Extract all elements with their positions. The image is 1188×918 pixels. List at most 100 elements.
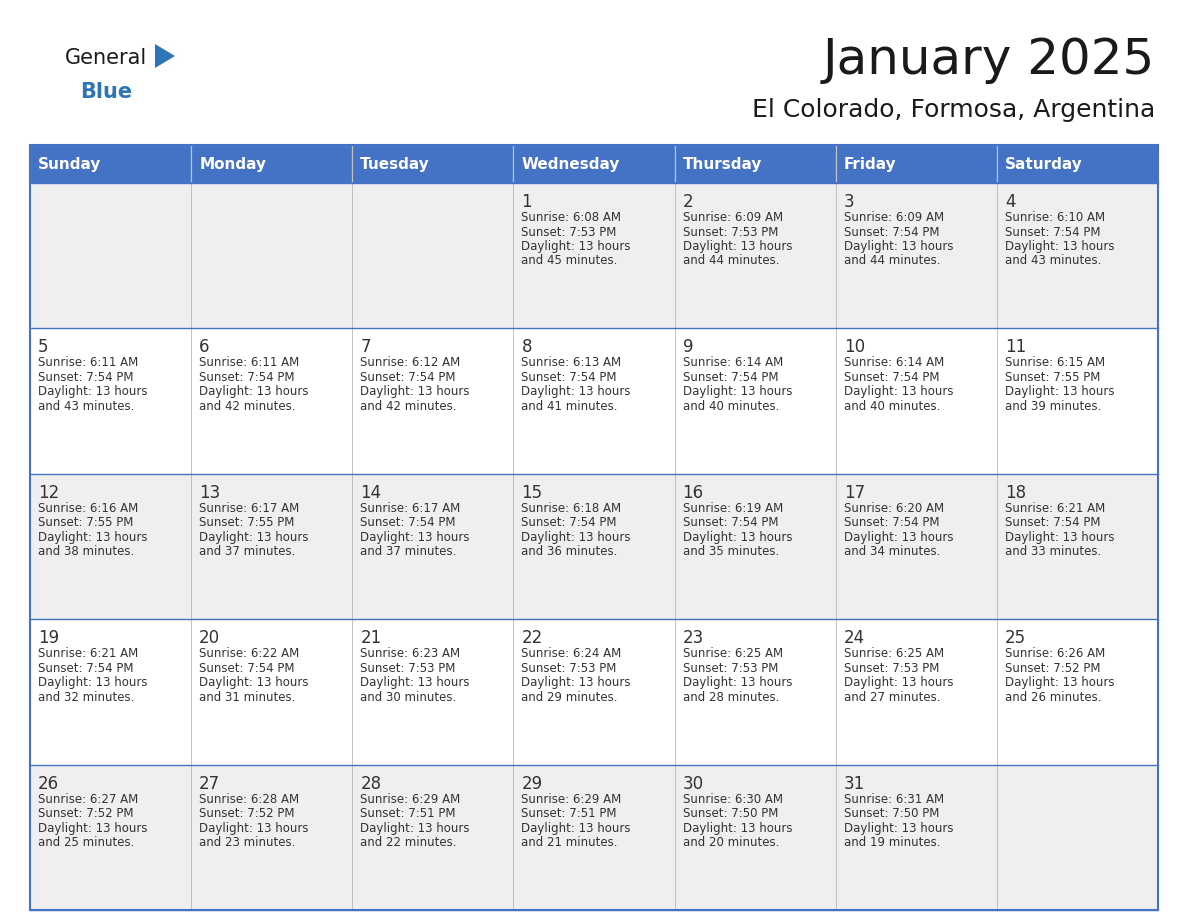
Bar: [353, 145, 513, 183]
Text: and 43 minutes.: and 43 minutes.: [1005, 254, 1101, 267]
Text: Sunrise: 6:12 AM: Sunrise: 6:12 AM: [360, 356, 461, 369]
Text: Sunday: Sunday: [38, 156, 101, 172]
Text: Monday: Monday: [200, 156, 266, 172]
Text: and 27 minutes.: and 27 minutes.: [843, 690, 940, 704]
Text: 13: 13: [200, 484, 221, 502]
Text: 4: 4: [1005, 193, 1016, 211]
Text: Daylight: 13 hours: Daylight: 13 hours: [1005, 386, 1114, 398]
Bar: [353, 183, 513, 329]
Text: Sunset: 7:55 PM: Sunset: 7:55 PM: [200, 516, 295, 530]
Text: El Colorado, Formosa, Argentina: El Colorado, Formosa, Argentina: [752, 98, 1155, 122]
Text: Daylight: 13 hours: Daylight: 13 hours: [360, 531, 469, 543]
Text: 9: 9: [683, 339, 693, 356]
Text: Daylight: 13 hours: Daylight: 13 hours: [200, 822, 309, 834]
Text: 12: 12: [38, 484, 59, 502]
Bar: [835, 620, 997, 765]
Text: 17: 17: [843, 484, 865, 502]
Text: Sunset: 7:54 PM: Sunset: 7:54 PM: [843, 516, 940, 530]
Text: and 38 minutes.: and 38 minutes.: [38, 545, 134, 558]
Text: and 30 minutes.: and 30 minutes.: [360, 690, 456, 704]
Text: Blue: Blue: [80, 82, 132, 102]
Bar: [191, 620, 353, 765]
Text: Daylight: 13 hours: Daylight: 13 hours: [683, 386, 792, 398]
Bar: [675, 183, 835, 329]
Bar: [353, 329, 513, 474]
Text: Daylight: 13 hours: Daylight: 13 hours: [38, 822, 147, 834]
Text: Sunrise: 6:26 AM: Sunrise: 6:26 AM: [1005, 647, 1105, 660]
Text: and 23 minutes.: and 23 minutes.: [200, 836, 296, 849]
Text: Daylight: 13 hours: Daylight: 13 hours: [360, 386, 469, 398]
Bar: [191, 183, 353, 329]
Text: 29: 29: [522, 775, 543, 792]
Text: Sunrise: 6:09 AM: Sunrise: 6:09 AM: [843, 211, 943, 224]
Text: Thursday: Thursday: [683, 156, 762, 172]
Text: Daylight: 13 hours: Daylight: 13 hours: [843, 822, 953, 834]
Text: Sunset: 7:54 PM: Sunset: 7:54 PM: [843, 226, 940, 239]
Text: Sunrise: 6:27 AM: Sunrise: 6:27 AM: [38, 792, 138, 806]
Text: Daylight: 13 hours: Daylight: 13 hours: [522, 386, 631, 398]
Text: Sunrise: 6:17 AM: Sunrise: 6:17 AM: [360, 502, 461, 515]
Text: Saturday: Saturday: [1005, 156, 1082, 172]
Text: and 19 minutes.: and 19 minutes.: [843, 836, 940, 849]
Bar: [675, 765, 835, 910]
Text: Sunset: 7:50 PM: Sunset: 7:50 PM: [683, 807, 778, 820]
Text: 3: 3: [843, 193, 854, 211]
Text: Sunset: 7:53 PM: Sunset: 7:53 PM: [360, 662, 456, 675]
Text: Sunrise: 6:09 AM: Sunrise: 6:09 AM: [683, 211, 783, 224]
Bar: [513, 765, 675, 910]
Bar: [353, 765, 513, 910]
Text: Sunset: 7:55 PM: Sunset: 7:55 PM: [38, 516, 133, 530]
Text: and 45 minutes.: and 45 minutes.: [522, 254, 618, 267]
Text: 7: 7: [360, 339, 371, 356]
Text: and 44 minutes.: and 44 minutes.: [683, 254, 779, 267]
Bar: [191, 145, 353, 183]
Text: 14: 14: [360, 484, 381, 502]
Text: Sunset: 7:53 PM: Sunset: 7:53 PM: [843, 662, 939, 675]
Bar: [835, 183, 997, 329]
Text: Daylight: 13 hours: Daylight: 13 hours: [200, 677, 309, 689]
Text: Sunset: 7:51 PM: Sunset: 7:51 PM: [522, 807, 617, 820]
Text: 30: 30: [683, 775, 703, 792]
Text: and 37 minutes.: and 37 minutes.: [360, 545, 456, 558]
Text: and 34 minutes.: and 34 minutes.: [843, 545, 940, 558]
Bar: [997, 474, 1158, 620]
Text: Sunrise: 6:16 AM: Sunrise: 6:16 AM: [38, 502, 138, 515]
Text: Sunrise: 6:11 AM: Sunrise: 6:11 AM: [200, 356, 299, 369]
Text: Sunrise: 6:31 AM: Sunrise: 6:31 AM: [843, 792, 943, 806]
Text: Sunrise: 6:17 AM: Sunrise: 6:17 AM: [200, 502, 299, 515]
Text: 16: 16: [683, 484, 703, 502]
Bar: [513, 620, 675, 765]
Text: Sunrise: 6:29 AM: Sunrise: 6:29 AM: [360, 792, 461, 806]
Text: Daylight: 13 hours: Daylight: 13 hours: [683, 240, 792, 253]
Text: 24: 24: [843, 629, 865, 647]
Bar: [835, 474, 997, 620]
Text: Sunset: 7:54 PM: Sunset: 7:54 PM: [683, 371, 778, 384]
Polygon shape: [154, 44, 175, 68]
Text: Daylight: 13 hours: Daylight: 13 hours: [1005, 531, 1114, 543]
Text: Daylight: 13 hours: Daylight: 13 hours: [200, 386, 309, 398]
Text: and 36 minutes.: and 36 minutes.: [522, 545, 618, 558]
Text: Sunset: 7:50 PM: Sunset: 7:50 PM: [843, 807, 939, 820]
Text: 1: 1: [522, 193, 532, 211]
Text: January 2025: January 2025: [823, 36, 1155, 84]
Text: Daylight: 13 hours: Daylight: 13 hours: [843, 531, 953, 543]
Bar: [30, 329, 191, 474]
Text: Sunrise: 6:22 AM: Sunrise: 6:22 AM: [200, 647, 299, 660]
Bar: [997, 183, 1158, 329]
Text: Daylight: 13 hours: Daylight: 13 hours: [522, 822, 631, 834]
Text: Sunset: 7:53 PM: Sunset: 7:53 PM: [683, 662, 778, 675]
Text: Sunrise: 6:19 AM: Sunrise: 6:19 AM: [683, 502, 783, 515]
Text: 20: 20: [200, 629, 220, 647]
Text: Sunrise: 6:21 AM: Sunrise: 6:21 AM: [1005, 502, 1105, 515]
Text: 8: 8: [522, 339, 532, 356]
Text: Sunrise: 6:30 AM: Sunrise: 6:30 AM: [683, 792, 783, 806]
Text: Sunset: 7:54 PM: Sunset: 7:54 PM: [683, 516, 778, 530]
Text: 18: 18: [1005, 484, 1026, 502]
Text: Sunset: 7:52 PM: Sunset: 7:52 PM: [200, 807, 295, 820]
Text: 15: 15: [522, 484, 543, 502]
Bar: [191, 474, 353, 620]
Bar: [513, 183, 675, 329]
Text: and 26 minutes.: and 26 minutes.: [1005, 690, 1101, 704]
Text: Wednesday: Wednesday: [522, 156, 620, 172]
Text: and 43 minutes.: and 43 minutes.: [38, 400, 134, 413]
